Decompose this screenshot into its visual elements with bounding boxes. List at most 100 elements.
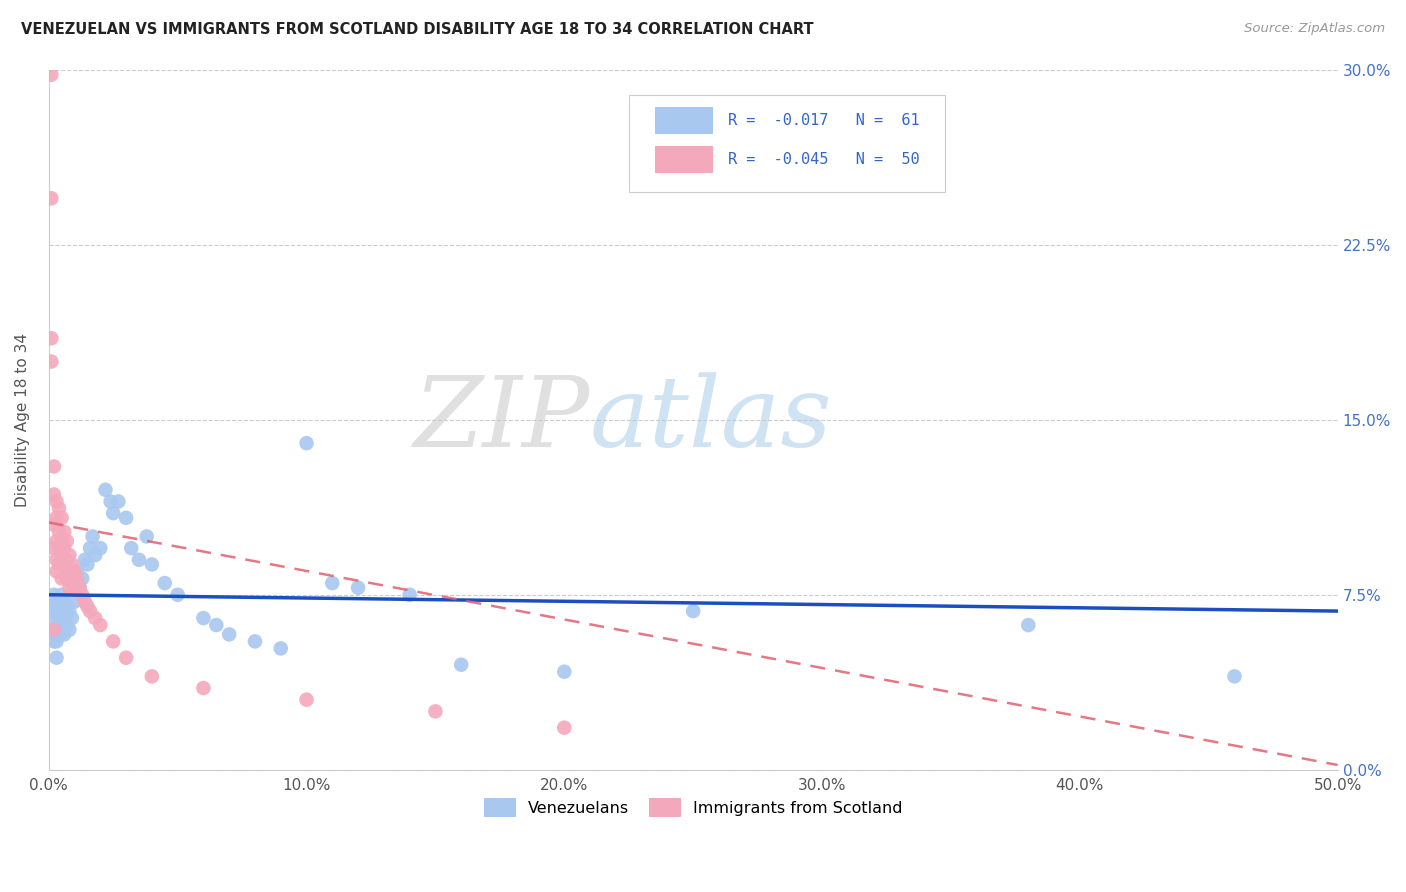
- Point: [42, 487, 65, 501]
- Point: [73, 595, 96, 609]
- Point: [295, 692, 318, 706]
- Point: [42, 459, 65, 474]
- Point: [72, 571, 94, 585]
- Point: [58, 581, 80, 595]
- Point: [135, 529, 157, 543]
- Point: [51, 553, 73, 567]
- Point: [41, 604, 63, 618]
- Point: [115, 510, 138, 524]
- Point: [79, 541, 101, 555]
- Point: [63, 581, 86, 595]
- Text: ZIP: ZIP: [413, 372, 591, 467]
- Point: [48, 627, 70, 641]
- Point: [41, 68, 63, 82]
- Point: [42, 517, 65, 532]
- Text: R =  -0.045   N =  50: R = -0.045 N = 50: [728, 153, 920, 167]
- Point: [48, 541, 70, 555]
- Point: [45, 494, 67, 508]
- Point: [141, 558, 163, 572]
- Point: [141, 669, 163, 683]
- Point: [53, 541, 76, 555]
- Point: [89, 541, 111, 555]
- Point: [58, 565, 80, 579]
- Point: [193, 681, 215, 695]
- FancyBboxPatch shape: [655, 107, 713, 134]
- Point: [45, 534, 67, 549]
- Point: [53, 627, 76, 641]
- Point: [45, 623, 67, 637]
- Point: [58, 623, 80, 637]
- Point: [45, 650, 67, 665]
- Point: [56, 571, 79, 585]
- Point: [69, 581, 91, 595]
- Point: [42, 599, 65, 614]
- Point: [72, 588, 94, 602]
- Point: [48, 611, 70, 625]
- Point: [69, 581, 91, 595]
- Point: [79, 604, 101, 618]
- Point: [53, 611, 76, 625]
- Point: [205, 618, 228, 632]
- Point: [41, 627, 63, 641]
- Point: [41, 354, 63, 368]
- FancyBboxPatch shape: [628, 95, 945, 193]
- Text: R =  -0.017   N =  61: R = -0.017 N = 61: [728, 113, 920, 128]
- Point: [51, 588, 73, 602]
- Point: [103, 634, 125, 648]
- Point: [56, 534, 79, 549]
- Point: [553, 665, 575, 679]
- Point: [347, 581, 370, 595]
- Y-axis label: Disability Age 18 to 34: Disability Age 18 to 34: [15, 333, 30, 507]
- Point: [42, 615, 65, 630]
- Point: [218, 627, 240, 641]
- Point: [42, 588, 65, 602]
- Point: [682, 604, 704, 618]
- Point: [66, 571, 89, 585]
- Point: [45, 604, 67, 618]
- Point: [60, 558, 83, 572]
- Point: [1223, 669, 1246, 683]
- Point: [94, 483, 117, 497]
- Point: [45, 553, 67, 567]
- Point: [76, 599, 98, 614]
- Point: [84, 548, 107, 562]
- Point: [53, 558, 76, 572]
- Point: [42, 634, 65, 648]
- Point: [1017, 618, 1039, 632]
- Point: [48, 501, 70, 516]
- Point: [51, 510, 73, 524]
- Point: [425, 704, 447, 718]
- Point: [63, 576, 86, 591]
- Point: [450, 657, 472, 672]
- Point: [56, 618, 79, 632]
- Point: [120, 541, 142, 555]
- Point: [45, 565, 67, 579]
- Point: [166, 588, 188, 602]
- Text: atlas: atlas: [591, 372, 832, 467]
- Point: [45, 634, 67, 648]
- Point: [128, 553, 150, 567]
- Point: [103, 506, 125, 520]
- Point: [89, 618, 111, 632]
- Point: [42, 623, 65, 637]
- Point: [48, 558, 70, 572]
- Point: [41, 331, 63, 345]
- FancyBboxPatch shape: [655, 146, 713, 173]
- Point: [243, 634, 266, 648]
- Point: [56, 553, 79, 567]
- Point: [76, 558, 98, 572]
- Point: [51, 623, 73, 637]
- Point: [321, 576, 343, 591]
- Text: VENEZUELAN VS IMMIGRANTS FROM SCOTLAND DISABILITY AGE 18 TO 34 CORRELATION CHART: VENEZUELAN VS IMMIGRANTS FROM SCOTLAND D…: [21, 22, 814, 37]
- Point: [107, 494, 129, 508]
- Point: [58, 604, 80, 618]
- Point: [398, 588, 420, 602]
- Point: [60, 576, 83, 591]
- Point: [193, 611, 215, 625]
- Point: [58, 548, 80, 562]
- Point: [270, 641, 292, 656]
- Point: [42, 541, 65, 555]
- Point: [63, 565, 86, 579]
- Point: [51, 604, 73, 618]
- Point: [53, 595, 76, 609]
